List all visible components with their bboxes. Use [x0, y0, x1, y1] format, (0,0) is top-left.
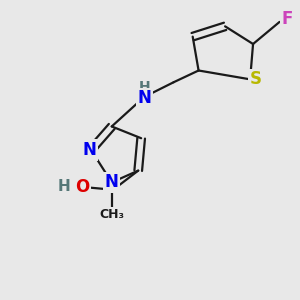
Text: N: N — [83, 141, 97, 159]
Text: H: H — [138, 80, 150, 94]
Text: N: N — [137, 89, 151, 107]
Text: O: O — [75, 178, 89, 196]
Text: F: F — [281, 10, 292, 28]
Text: S: S — [249, 70, 261, 88]
Text: N: N — [105, 173, 119, 191]
Text: H: H — [58, 179, 70, 194]
Text: CH₃: CH₃ — [99, 208, 124, 221]
